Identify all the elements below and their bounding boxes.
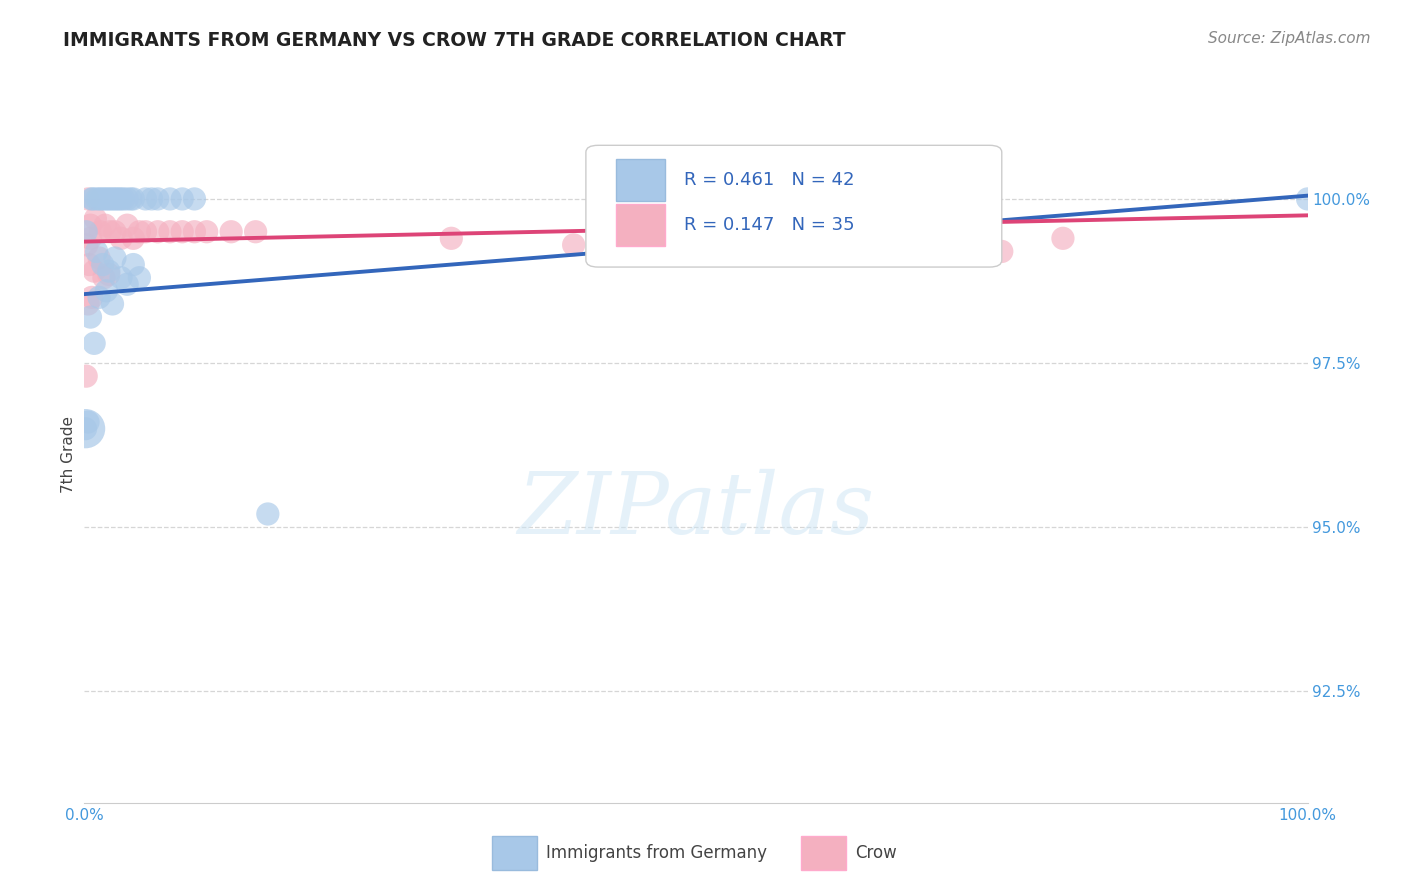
- Point: [257, 507, 280, 521]
- Point: [1296, 192, 1319, 206]
- Point: [77, 192, 100, 206]
- FancyBboxPatch shape: [616, 159, 665, 201]
- Point: [110, 231, 132, 245]
- Point: [103, 192, 125, 206]
- Point: [93, 192, 115, 206]
- Point: [110, 270, 132, 285]
- Text: Immigrants from Germany: Immigrants from Germany: [546, 844, 766, 862]
- Text: Source: ZipAtlas.com: Source: ZipAtlas.com: [1208, 31, 1371, 46]
- Point: [159, 225, 181, 239]
- Point: [75, 422, 97, 436]
- Point: [869, 225, 891, 239]
- Point: [76, 238, 98, 252]
- Point: [991, 244, 1014, 259]
- FancyBboxPatch shape: [616, 204, 665, 246]
- Point: [183, 225, 205, 239]
- Point: [195, 225, 218, 239]
- Point: [77, 415, 100, 429]
- Text: Crow: Crow: [855, 844, 897, 862]
- Point: [86, 192, 108, 206]
- Point: [96, 284, 118, 298]
- Point: [172, 225, 194, 239]
- Point: [97, 264, 120, 278]
- Point: [89, 225, 111, 239]
- Point: [87, 192, 110, 206]
- Point: [122, 231, 145, 245]
- FancyBboxPatch shape: [586, 145, 1001, 267]
- Point: [75, 225, 97, 239]
- Point: [86, 244, 108, 259]
- Point: [97, 192, 120, 206]
- Text: R = 0.461   N = 42: R = 0.461 N = 42: [683, 171, 855, 189]
- Point: [91, 258, 114, 272]
- Point: [80, 192, 103, 206]
- Point: [747, 231, 769, 245]
- Point: [1052, 231, 1074, 245]
- Text: R = 0.147   N = 35: R = 0.147 N = 35: [683, 217, 855, 235]
- Text: ZIPatlas: ZIPatlas: [517, 469, 875, 552]
- Point: [77, 258, 100, 272]
- Point: [128, 270, 150, 285]
- Point: [79, 310, 101, 324]
- Point: [83, 264, 105, 278]
- Point: [440, 231, 463, 245]
- Point: [105, 192, 128, 206]
- Point: [219, 225, 242, 239]
- Point: [83, 336, 105, 351]
- Text: IMMIGRANTS FROM GERMANY VS CROW 7TH GRADE CORRELATION CHART: IMMIGRANTS FROM GERMANY VS CROW 7TH GRAD…: [63, 31, 846, 50]
- Point: [122, 192, 145, 206]
- Point: [122, 258, 145, 272]
- Point: [77, 297, 100, 311]
- Point: [97, 268, 120, 282]
- Point: [146, 225, 169, 239]
- Point: [110, 192, 132, 206]
- Point: [146, 192, 169, 206]
- Point: [141, 192, 163, 206]
- Point: [115, 192, 138, 206]
- Point: [82, 192, 104, 206]
- Point: [172, 192, 194, 206]
- Point: [104, 225, 127, 239]
- Point: [183, 192, 205, 206]
- Point: [87, 251, 110, 265]
- Point: [101, 297, 124, 311]
- Point: [128, 225, 150, 239]
- Point: [107, 192, 129, 206]
- Point: [93, 270, 115, 285]
- Point: [104, 251, 127, 265]
- Point: [115, 218, 138, 232]
- Point: [747, 192, 769, 206]
- Y-axis label: 7th Grade: 7th Grade: [60, 417, 76, 493]
- Point: [562, 238, 585, 252]
- Point: [87, 290, 110, 304]
- Point: [115, 277, 138, 292]
- Point: [120, 192, 142, 206]
- Point: [80, 290, 103, 304]
- Point: [159, 192, 181, 206]
- Point: [84, 211, 107, 226]
- Point: [75, 369, 97, 384]
- Point: [75, 422, 97, 436]
- Point: [90, 192, 112, 206]
- Point: [94, 218, 117, 232]
- Point: [96, 192, 118, 206]
- Point: [112, 192, 135, 206]
- Point: [98, 225, 121, 239]
- Point: [100, 192, 122, 206]
- Point: [79, 218, 101, 232]
- Point: [245, 225, 267, 239]
- Point: [135, 225, 157, 239]
- Point: [135, 192, 157, 206]
- Point: [79, 231, 101, 245]
